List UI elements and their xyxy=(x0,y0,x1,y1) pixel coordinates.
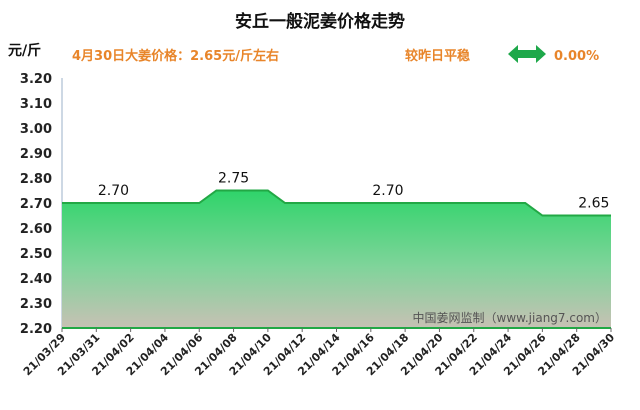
y-tick-label: 2.30 xyxy=(20,297,52,312)
change-percent: 0.00% xyxy=(554,49,599,64)
y-tick-label: 2.20 xyxy=(20,322,52,337)
y-tick-label: 3.10 xyxy=(20,97,52,112)
data-label: 2.70 xyxy=(372,183,403,199)
y-tick-label: 2.50 xyxy=(20,247,52,262)
x-axis-ticks: 21/03/2921/03/3121/04/0221/04/0421/04/06… xyxy=(21,328,617,378)
plot-area xyxy=(61,78,611,329)
data-label: 2.70 xyxy=(98,183,129,199)
y-tick-label: 2.80 xyxy=(20,172,52,187)
data-label: 2.75 xyxy=(218,171,249,187)
y-tick-label: 2.70 xyxy=(20,197,52,212)
watermark: 中国姜网监制（www.jiang7.com） xyxy=(413,310,607,325)
data-labels: 2.70 2.75 2.70 2.65 xyxy=(98,171,610,212)
y-tick-label: 3.20 xyxy=(20,72,52,87)
y-axis-ticks: 3.20 3.10 3.00 2.90 2.80 2.70 2.60 2.50 2.40 2.30… xyxy=(20,72,52,337)
y-tick-label: 2.90 xyxy=(20,147,52,162)
chart-title: 安丘一般泥姜价格走势 xyxy=(235,11,405,32)
y-axis-unit: 元/斤 xyxy=(8,42,41,59)
y-tick-label: 2.60 xyxy=(20,222,52,237)
trend-label: 较昨日平稳 xyxy=(405,48,470,64)
price-area xyxy=(62,190,611,328)
y-tick-label: 3.00 xyxy=(20,122,52,137)
price-note: 4月30日大姜价格：2.65元/斤左右 xyxy=(72,48,279,64)
y-tick-label: 2.40 xyxy=(20,272,52,287)
price-line xyxy=(62,189,611,217)
double-arrow-icon xyxy=(508,45,546,63)
data-label: 2.65 xyxy=(578,196,609,212)
